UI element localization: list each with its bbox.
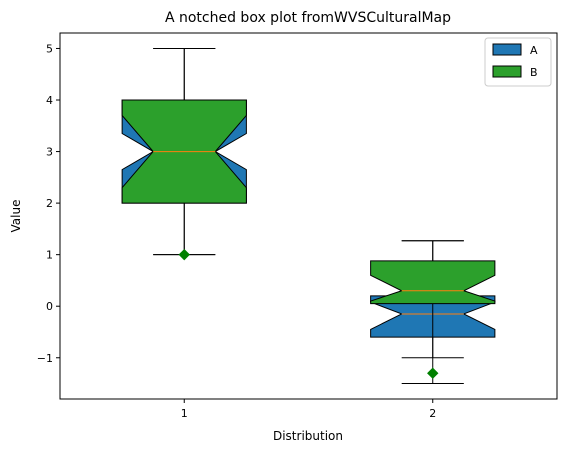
y-tick-label-5: 4	[46, 94, 53, 107]
chart-title: A notched box plot fromWVSCulturalMap	[165, 10, 451, 26]
y-tick-label-4: 3	[46, 146, 53, 159]
y-tick-label-1: 0	[46, 300, 53, 313]
plot-area	[121, 47, 496, 385]
y-tick-label-3: 2	[46, 197, 53, 210]
x-tick-label-0: 1	[181, 407, 188, 420]
y-tick-label-0: −1	[37, 352, 53, 365]
x-axis-label: Distribution	[273, 429, 343, 443]
legend: AB	[484, 37, 552, 87]
y-axis-label: Value	[9, 200, 23, 233]
x-tick-label-1: 2	[429, 407, 436, 420]
legend-swatch-B	[492, 65, 522, 78]
flier-B-1-0	[178, 248, 190, 261]
series-B	[121, 47, 496, 385]
y-tick-label-6: 5	[46, 42, 53, 55]
y-tick-label-2: 1	[46, 249, 53, 262]
axes: −1 0 1 2 3 4 5 1 2	[37, 42, 436, 420]
legend-label-A: A	[530, 44, 538, 57]
axes-frame	[59, 32, 558, 400]
legend-swatch-A	[492, 43, 522, 56]
box-B-2	[370, 260, 496, 305]
flier-B-2-0	[427, 367, 439, 379]
legend-label-B: B	[530, 66, 538, 79]
